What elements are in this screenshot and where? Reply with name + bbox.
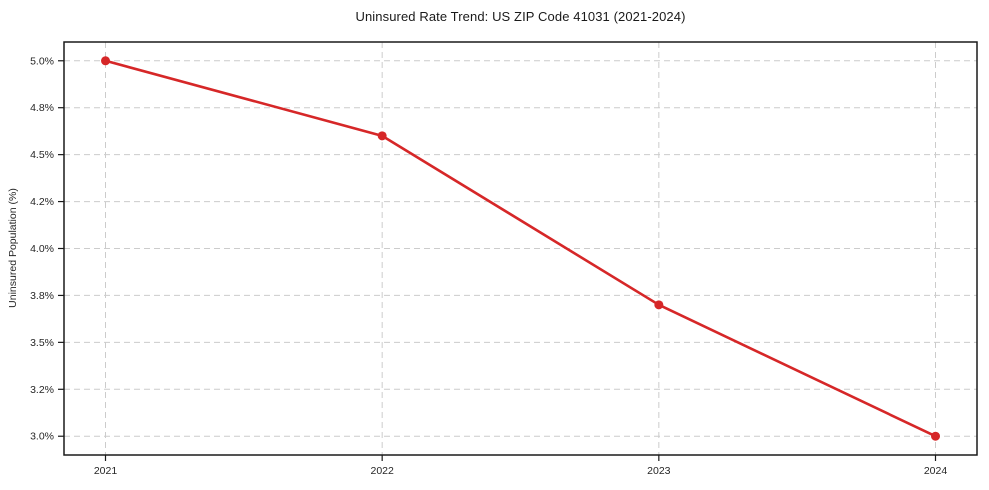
x-tick-label: 2022 [370, 465, 394, 477]
data-point-marker [931, 431, 940, 441]
y-tick-label: 3.2% [30, 384, 54, 396]
y-tick-label: 4.8% [30, 102, 54, 114]
y-tick-label: 4.0% [30, 243, 54, 255]
y-tick-label: 3.8% [30, 290, 54, 302]
y-tick-label: 4.5% [30, 149, 54, 161]
trend-line [104, 59, 937, 438]
x-tick-label: 2021 [94, 465, 118, 477]
chart-title: Uninsured Rate Trend: US ZIP Code 41031 … [355, 9, 686, 24]
y-tick-label: 3.0% [30, 431, 54, 443]
data-point-marker [377, 131, 387, 141]
y-tick-label: 3.5% [30, 337, 54, 349]
y-tick-label: 5.0% [30, 55, 54, 67]
data-point-marker [654, 300, 664, 310]
data-point-marker [101, 56, 110, 66]
x-tick-label: 2024 [924, 465, 948, 477]
y-tick-label: 4.2% [30, 196, 54, 208]
x-tick-label: 2023 [647, 465, 671, 477]
plot-frame [63, 41, 978, 456]
